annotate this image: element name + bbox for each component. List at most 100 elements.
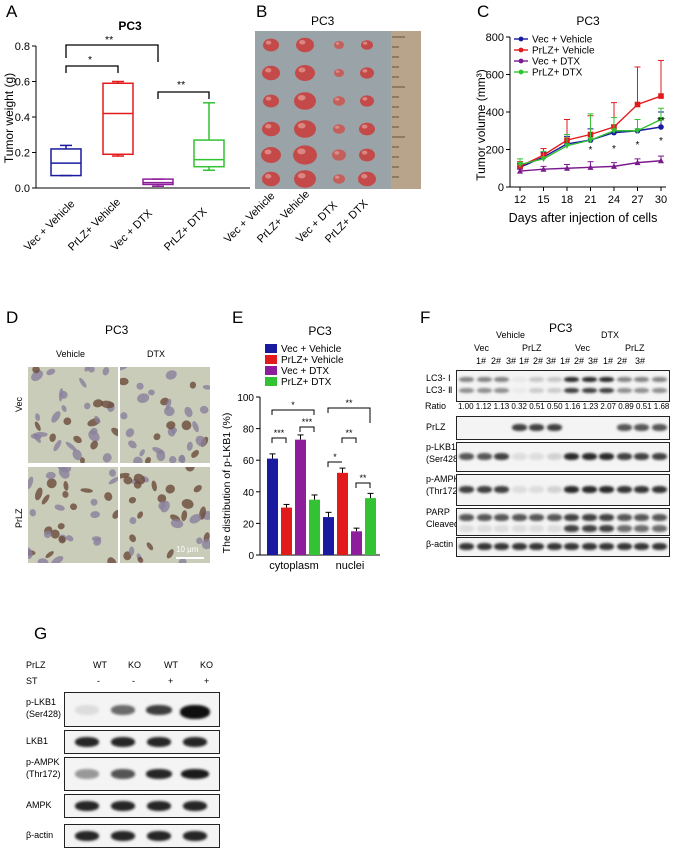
nucleus (54, 504, 65, 511)
panel-f-band (634, 377, 649, 382)
panel-c-title: PC3 (576, 14, 600, 28)
panel-g-st-value: + (204, 676, 210, 686)
panel-f-band (546, 453, 562, 460)
panel-f-band (459, 388, 474, 393)
panel-c-point (634, 159, 641, 166)
nucleus (70, 503, 78, 511)
tumor (295, 65, 315, 81)
panel-f-blot-strip (456, 442, 670, 472)
nucleus (72, 449, 82, 461)
panel-e-xlabel: nuclei (336, 560, 365, 572)
tumor (360, 67, 374, 79)
nucleus (123, 476, 133, 485)
nucleus (34, 487, 43, 501)
panel-g-band (147, 831, 171, 841)
panel-f-band (581, 377, 597, 382)
nucleus (120, 377, 129, 386)
nucleus (32, 367, 40, 374)
panel-f-ratio-value: 0.50 (547, 402, 563, 411)
panel-c-xlabel: Days after injection of cells (509, 211, 658, 225)
panel-f-band (476, 453, 492, 460)
panel-g-prlz-label: PrLZ (26, 660, 46, 670)
panel-a-sig-bracket (65, 65, 119, 73)
panel-e-legend-label: Vec + Vehicle (281, 344, 342, 355)
tumor-highlight (265, 40, 272, 45)
nucleus (120, 472, 130, 479)
nucleus (201, 539, 210, 550)
panel-g-band (75, 704, 99, 715)
panel-g-band (183, 831, 207, 841)
panel-f-band (546, 388, 562, 393)
panel-c-ytick-label: 600 (486, 70, 504, 82)
panel-f-band (616, 377, 632, 382)
tumor-highlight (265, 174, 272, 179)
panel-f-lane-label: 3# (635, 356, 646, 366)
panel-e-sig-bracket (327, 407, 371, 423)
nucleus (199, 405, 209, 414)
panel-g-st-value: + (168, 676, 174, 686)
panel-f-band (581, 525, 597, 532)
panel-c-point (658, 93, 664, 99)
panel-c-star: * (636, 140, 640, 151)
panel-f-band (459, 377, 474, 382)
panel-f-band (529, 377, 544, 382)
nucleus (91, 536, 102, 542)
nucleus (181, 420, 192, 431)
panel-f-band (616, 543, 632, 550)
panel-e-ytick-label: 0 (248, 551, 254, 562)
panel-c-point (564, 143, 570, 149)
panel-letter-b: B (256, 2, 268, 21)
nucleus (129, 517, 137, 525)
panel-c-legend-label: PrLZ+ Vehicle (532, 46, 595, 57)
panel-a-box (193, 139, 225, 168)
panel-f-band (529, 543, 544, 550)
panel-e-ytick-label: 80 (243, 425, 255, 436)
panel-f-band (634, 543, 649, 550)
tumor (294, 92, 316, 110)
panel-g-band (111, 801, 135, 811)
tumor-highlight (298, 67, 306, 73)
panel-f-band (616, 453, 632, 460)
panel-e-legend-label: Vec + DTX (281, 366, 329, 377)
panel-f-band (599, 453, 614, 460)
panel-f-band (546, 514, 562, 521)
panel-c-legend-marker (518, 47, 524, 53)
panel-a-sig-3: ** (177, 79, 186, 91)
panel-f-row-label: p-LKB1 (Ser428) (426, 442, 462, 464)
panel-f-band (651, 486, 667, 493)
panel-e-ytick-label: 40 (243, 488, 255, 499)
panel-e-legend-label: PrLZ+ Vehicle (281, 355, 344, 366)
nucleus (66, 535, 74, 542)
panel-e-ytick-label: 20 (243, 519, 255, 530)
nucleus (166, 421, 176, 430)
panel-f-band (494, 514, 509, 521)
panel-e-legend-label: PrLZ+ DTX (281, 377, 332, 388)
panel-e-marks: cytoplasm nuclei************** (267, 398, 376, 572)
tumor (334, 69, 344, 77)
panel-f-lane-label: 3# (546, 356, 557, 366)
panel-f-band (529, 525, 544, 532)
panel-c-xtick-label: 18 (561, 194, 573, 206)
panel-f-band (616, 424, 632, 431)
panel-c-star: * (589, 145, 593, 156)
panel-f-blot-strip (456, 474, 670, 506)
nucleus (189, 514, 202, 524)
nucleus (28, 547, 33, 559)
tumor (333, 96, 345, 106)
panel-f-band (634, 514, 649, 521)
panel-a-ytick-label: 0.6 (15, 77, 30, 89)
nucleus (45, 471, 56, 480)
panel-d-col-dtx: DTX (147, 349, 165, 359)
panel-g-row-label: AMPK (26, 800, 52, 810)
tumor (294, 120, 316, 138)
nucleus (178, 455, 186, 463)
tumor (361, 40, 373, 50)
panel-f-band (581, 453, 597, 460)
panel-f-band (529, 424, 544, 431)
panel-e-sig-label: * (333, 452, 337, 462)
nucleus (148, 389, 155, 396)
panel-g-band (147, 737, 171, 747)
nucleus (178, 558, 187, 563)
ihc-image (120, 467, 210, 563)
nucleus (120, 412, 128, 420)
